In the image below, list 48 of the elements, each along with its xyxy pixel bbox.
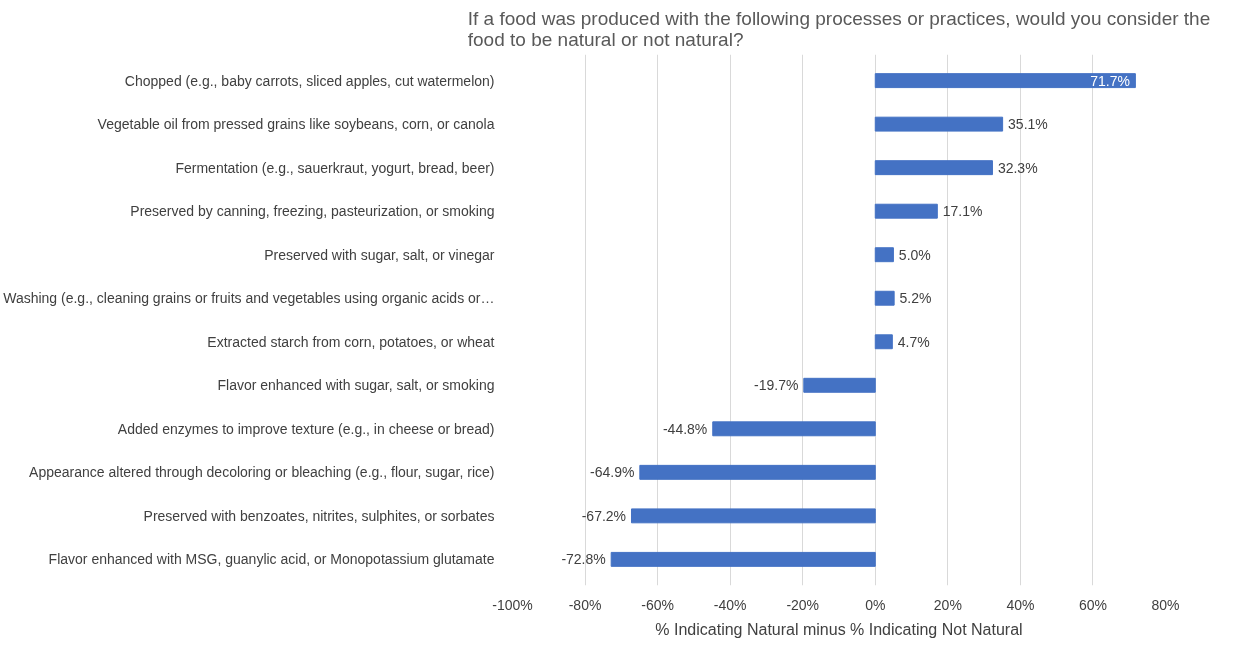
data-label: -64.9% — [590, 464, 635, 481]
data-label: 17.1% — [942, 203, 983, 220]
x-tick-label: -80% — [568, 596, 602, 613]
y-tick-label: Fermentation (e.g., sauerkraut, yogurt, bread, beer) — [175, 159, 495, 176]
y-tick-label: Added enzymes to improve texture (e.g., in cheese or bread) — [117, 420, 495, 437]
data-label: 5.0% — [898, 246, 931, 263]
x-tick-label: -40% — [713, 596, 747, 613]
bar — [712, 421, 876, 437]
x-tick-label: -20% — [786, 596, 820, 613]
data-label: 32.3% — [997, 159, 1038, 176]
bar — [874, 203, 938, 219]
y-tick-label: Flavor enhanced with MSG, guanylic acid, or Monopotassium glutamate — [48, 551, 495, 568]
chart-title: If a food was produced with the following processes or practices, would you consider the food to be natural or not natural? — [467, 7, 1211, 50]
x-tick-label: 80% — [1151, 596, 1180, 613]
y-tick-label: Vegetable oil from pressed grains like soybeans, corn, or canola — [97, 116, 495, 133]
y-tick-label: Washing (e.g., cleaning grains or fruits and vegetables using organic acids or… — [3, 290, 495, 307]
data-label: 4.7% — [897, 333, 930, 350]
bar — [874, 116, 1004, 132]
y-tick-label: Preserved with benzoates, nitrites, sulphites, or sorbates — [143, 507, 495, 524]
bar — [874, 334, 893, 350]
x-tick-label: -100% — [492, 596, 533, 613]
y-tick-label: Flavor enhanced with sugar, salt, or smoking — [217, 377, 495, 394]
bar — [874, 290, 895, 306]
y-tick-label: Preserved with sugar, salt, or vinegar — [264, 246, 495, 263]
bar — [874, 73, 1136, 89]
data-label: -44.8% — [662, 420, 708, 437]
bar — [803, 377, 876, 393]
data-label: 35.1% — [1008, 116, 1048, 133]
bar — [639, 464, 876, 480]
y-tick-label: Appearance altered through decoloring or bleaching (e.g., flour, sugar, rice) — [29, 464, 495, 481]
data-label: 71.7% — [1090, 72, 1130, 89]
x-tick-label: 0% — [865, 596, 886, 613]
bar — [610, 551, 876, 567]
data-label: -72.8% — [561, 551, 606, 568]
x-axis-title: % Indicating Natural minus % Indicating Not Natural — [655, 620, 1023, 638]
y-tick-label: Preserved by canning, freezing, pasteurization, or smoking — [130, 203, 495, 220]
x-tick-label: 40% — [1006, 596, 1035, 613]
y-tick-label: Chopped (e.g., baby carrots, sliced apples, cut watermelon) — [124, 72, 495, 89]
bar — [630, 508, 876, 524]
x-tick-label: 60% — [1078, 596, 1107, 613]
y-tick-label: Extracted starch from corn, potatoes, or wheat — [207, 333, 495, 350]
bar — [874, 247, 894, 263]
data-label: 5.2% — [899, 290, 932, 307]
x-tick-label: 20% — [933, 596, 962, 613]
data-label: -67.2% — [581, 507, 627, 524]
data-label: -19.7% — [754, 377, 799, 394]
x-tick-label: -60% — [641, 596, 674, 613]
bar — [874, 160, 993, 176]
